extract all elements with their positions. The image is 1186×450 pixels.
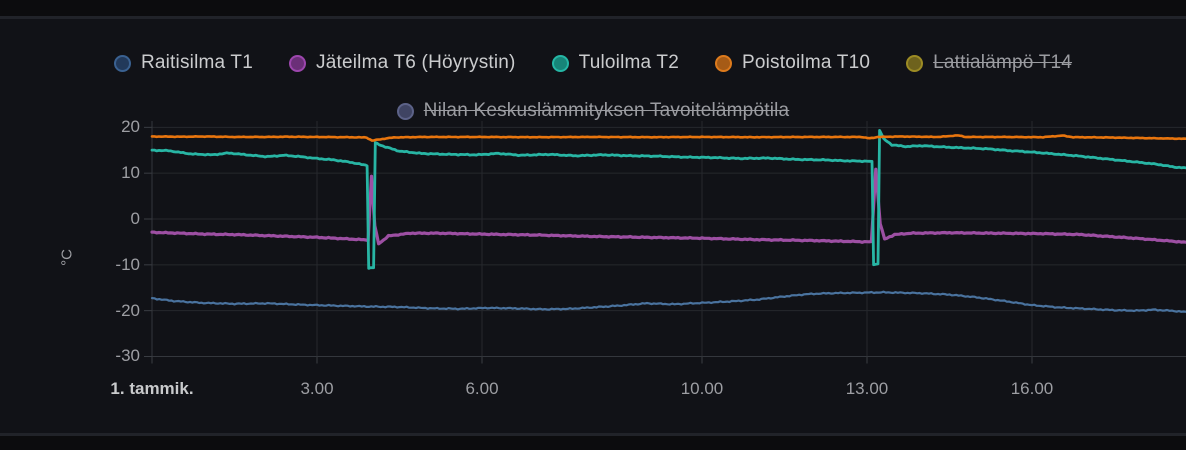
series-line-j-teilma-t6-h-yrystin (150, 167, 1186, 246)
x-tick-label: 13.00 (845, 379, 889, 398)
legend-item-raitisilma-t1[interactable]: Raitisilma T1 (113, 52, 254, 74)
y-tick-label: -20 (115, 300, 140, 320)
legend-item-nilan-keskusl-mmityksen-tavoitel-mp-tila[interactable]: Nilan Keskuslämmityksen Tavoitelämpötila (396, 100, 790, 122)
x-tick-label: 3.00 (300, 379, 334, 398)
y-tick-label: 0 (130, 209, 140, 228)
legend-row: Raitisilma T1 Jäteilma T6 (Höyrystin) Tulo… (113, 52, 1072, 74)
chart-canvas[interactable] (0, 19, 1186, 433)
series-line-poistoilma-t10 (150, 134, 1186, 142)
x-tick-label: 10.00 (680, 379, 724, 398)
series-color-icon (289, 54, 307, 72)
legend-item-tuloilma-t2[interactable]: Tuloilma T2 (551, 52, 679, 74)
series-color-icon (113, 54, 131, 72)
legend-item-j-teilma-t6-h-yrystin[interactable]: Jäteilma T6 (Höyrystin) (289, 52, 516, 74)
y-tick-label: -30 (115, 346, 140, 366)
series-color-icon (396, 102, 414, 120)
legend-item-label: Lattialämpö T14 (933, 52, 1073, 73)
series-color-icon (906, 54, 924, 72)
y-axis-unit-label: °C (58, 249, 76, 266)
legend-item-label: Tuloilma T2 (578, 52, 679, 73)
chart-legend: Raitisilma T1 Jäteilma T6 (Höyrystin) Tulo… (0, 52, 1186, 122)
temperature-panel: Raitisilma T1 Jäteilma T6 (Höyrystin) Tulo… (0, 19, 1186, 433)
series-line-raitisilma-t1 (150, 290, 1186, 313)
legend-item-label: Poistoilma T10 (742, 52, 871, 73)
y-tick-label: 10 (121, 163, 140, 183)
legend-row: Nilan Keskuslämmityksen Tavoitelämpötila (396, 100, 790, 122)
y-tick-label: 20 (121, 117, 140, 137)
series-color-icon (715, 54, 732, 72)
legend-item-label: Nilan Keskuslämmityksen Tavoitelämpötila (423, 100, 790, 121)
panel-bottom-border (0, 433, 1186, 436)
y-tick-label: -10 (115, 254, 140, 274)
x-tick-label: 16.00 (1010, 379, 1054, 398)
series-color-icon (551, 54, 569, 72)
legend-item-poistoilma-t10[interactable]: Poistoilma T10 (715, 52, 870, 74)
x-tick-label: 6.00 (465, 379, 499, 398)
legend-item-lattial-mp-t14[interactable]: Lattialämpö T14 (906, 52, 1072, 74)
panel-top-border (0, 16, 1186, 19)
x-tick-label: 1. tammik. (110, 379, 194, 398)
series-line-tuloilma-t2 (150, 128, 1186, 270)
legend-item-label: Raitisilma T1 (140, 52, 254, 73)
legend-item-label: Jäteilma T6 (Höyrystin) (316, 52, 516, 73)
